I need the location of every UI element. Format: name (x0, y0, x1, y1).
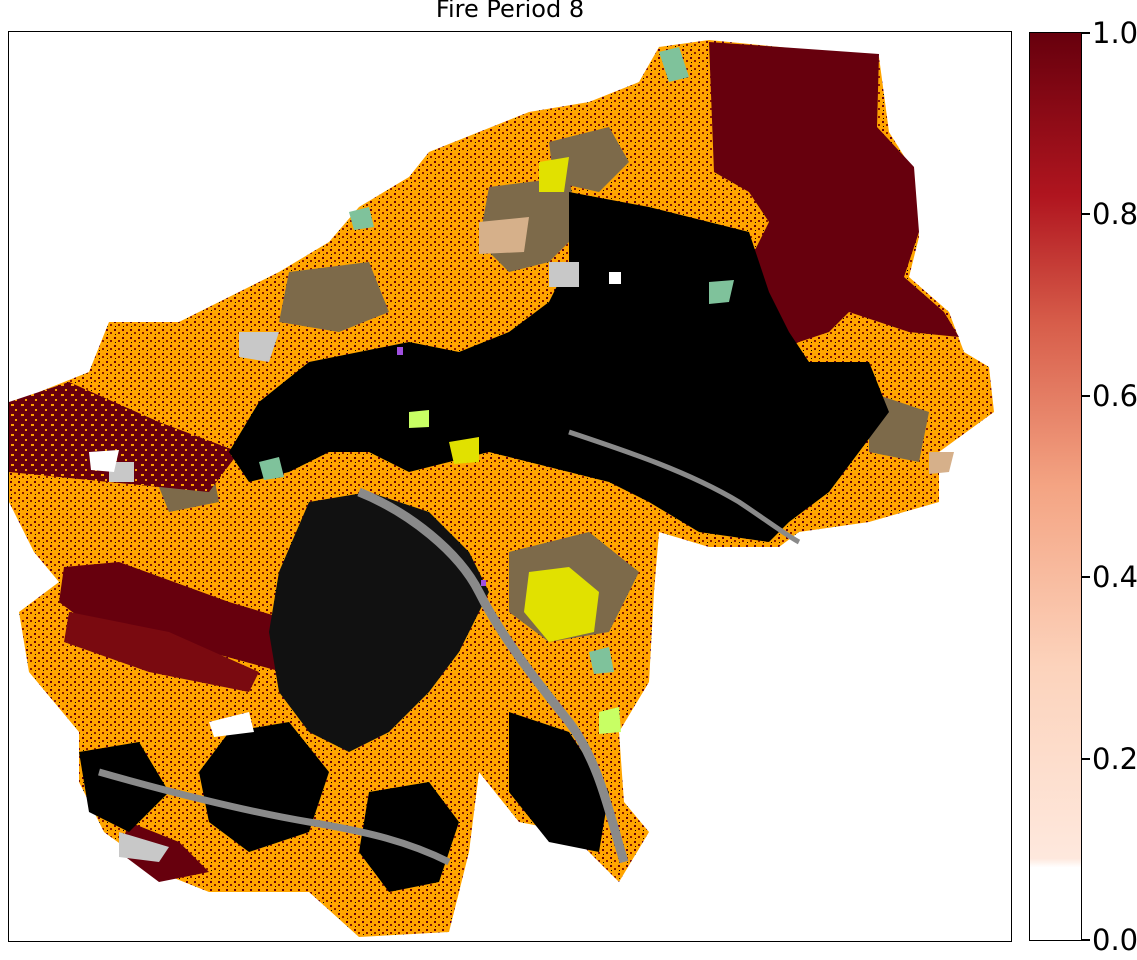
colorbar-tick-label: 0.6 (1092, 378, 1137, 413)
colorbar-tick (1082, 939, 1090, 941)
colorbar-tick (1082, 32, 1090, 34)
colorbar-gradient (1030, 33, 1081, 940)
colorbar-tick (1082, 394, 1090, 397)
colorbar-tick-label: 0.2 (1092, 741, 1137, 776)
colorbar-tick (1082, 757, 1090, 760)
colorbar-tick-label: 0.0 (1092, 923, 1137, 957)
black-fuel-central (229, 192, 889, 542)
colorbar-tick-label: 0.8 (1092, 197, 1137, 232)
fire-map-frame (8, 31, 1012, 942)
figure-title: Fire Period 8 (435, 0, 585, 23)
colorbar (1029, 32, 1082, 941)
colorbar-tick (1082, 213, 1090, 216)
colorbar-tick-label: 1.0 (1092, 16, 1137, 50)
fire-map-image (9, 40, 994, 937)
colorbar-tick-label: 0.4 (1092, 560, 1137, 595)
burned-region (709, 42, 959, 352)
colorbar-tick (1082, 576, 1090, 579)
